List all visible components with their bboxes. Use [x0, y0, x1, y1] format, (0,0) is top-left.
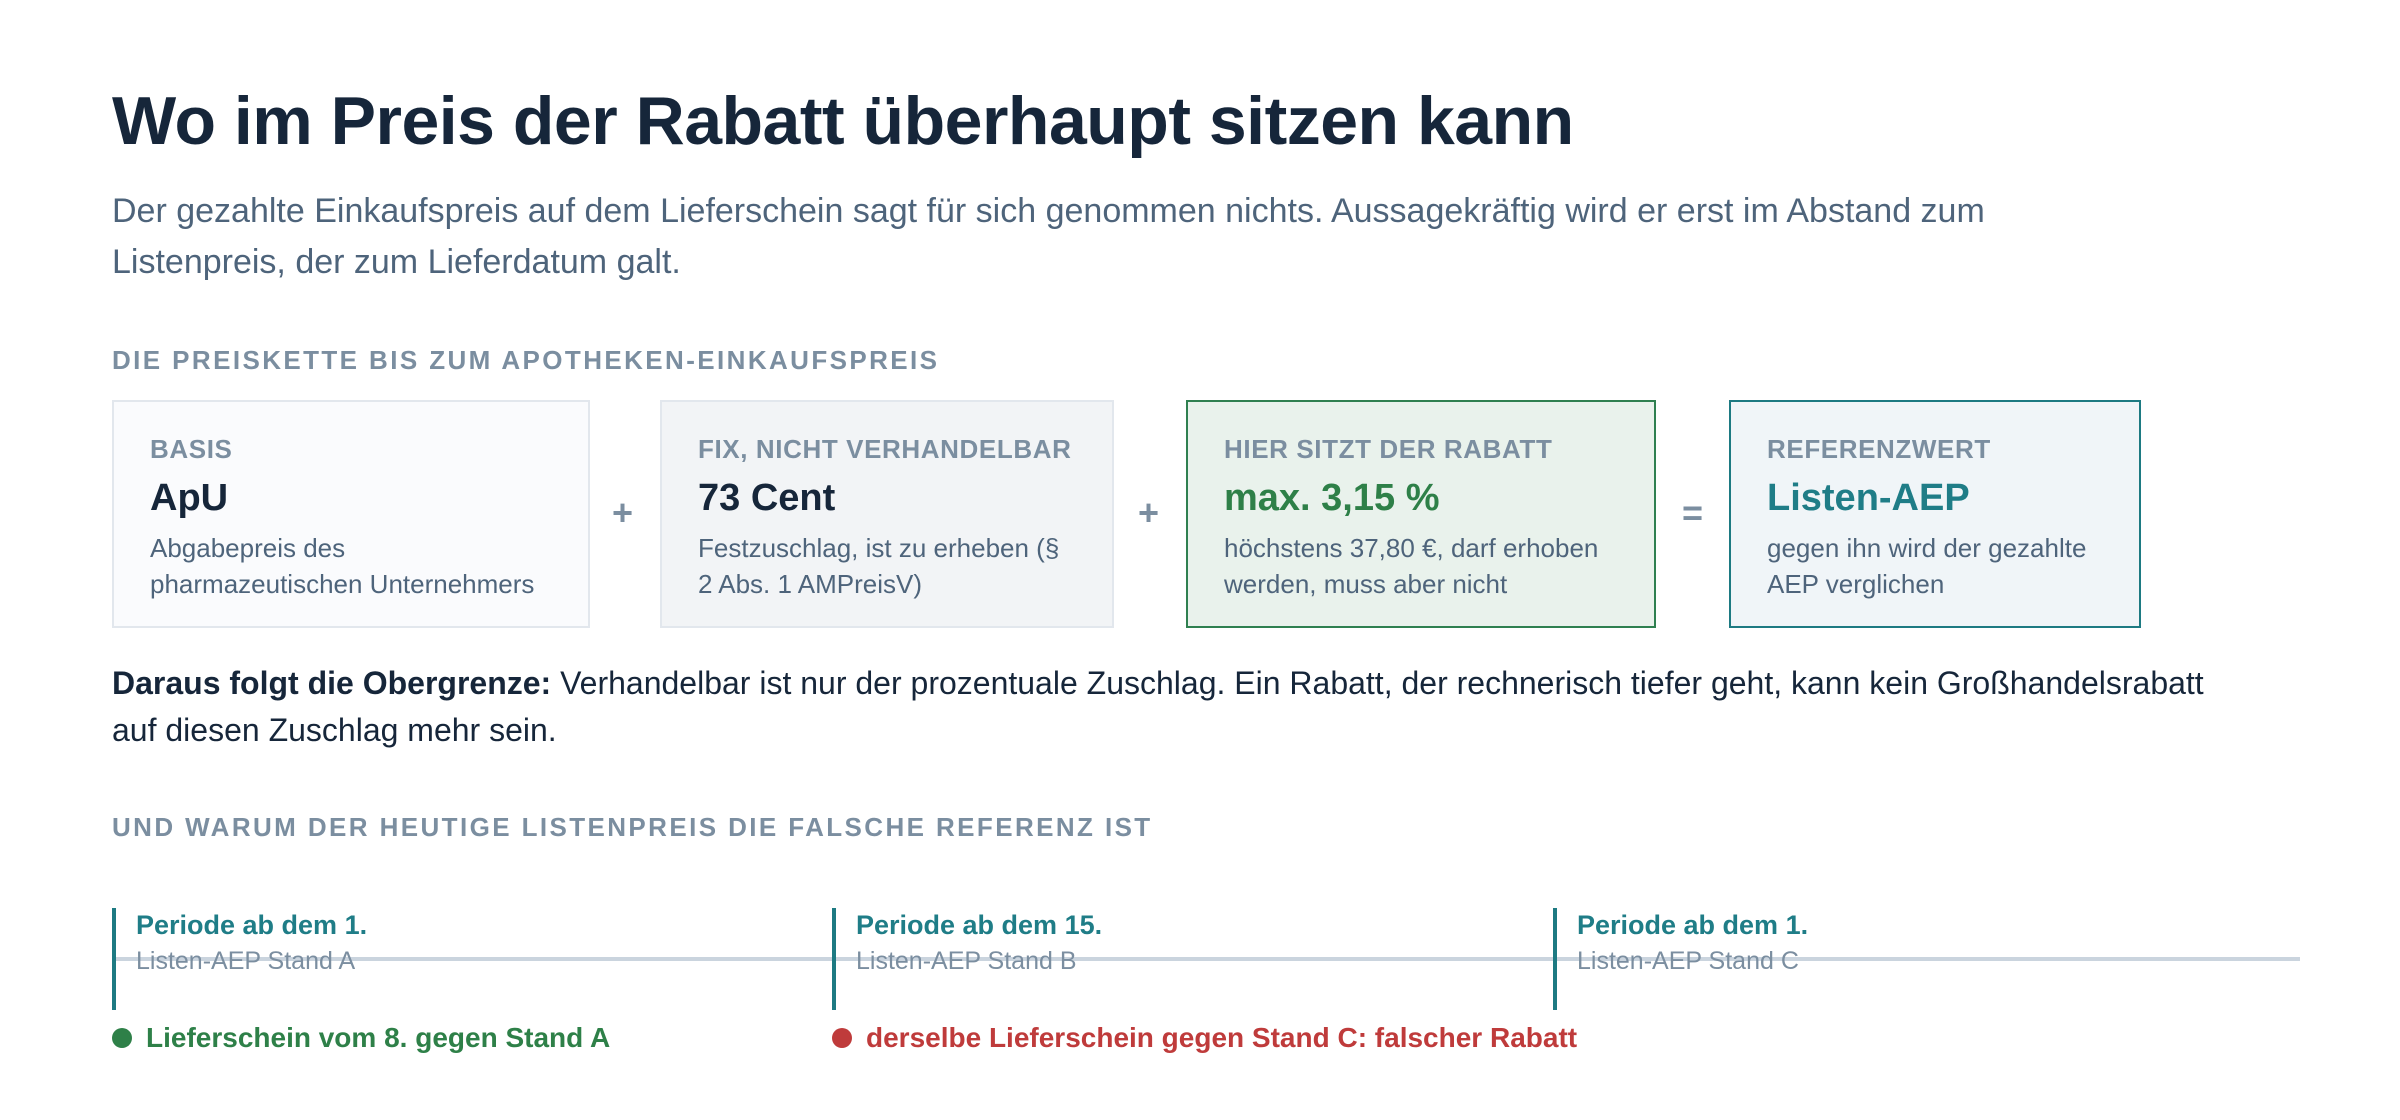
chain-box-basis: BASIS ApU Abgabepreis des pharmazeutisch… [112, 400, 590, 628]
period-title: Periode ab dem 1. [1577, 910, 1809, 940]
chain-box-value: Listen-AEP [1767, 477, 1970, 519]
period-subtitle: Listen-AEP Stand C [1577, 947, 1799, 975]
chain-box-fixed-fee: FIX, NICHT VERHANDELBAR 73 Cent Festzusc… [660, 400, 1114, 628]
page-title: Wo im Preis der Rabatt überhaupt sitzen … [112, 83, 1574, 159]
marker-text: Lieferschein vom 8. gegen Stand A [146, 1022, 611, 1053]
period-subtitle: Listen-AEP Stand A [136, 947, 356, 975]
red-dot-icon [832, 1028, 852, 1048]
chain-box-description: höchstens 37,80 €, darf erhoben werden, … [1224, 533, 1599, 599]
plus-operator: + [612, 492, 634, 533]
period-title: Periode ab dem 1. [136, 910, 368, 940]
conclusion-text: Daraus folgt die Obergrenze: Verhandelba… [112, 660, 2252, 754]
chain-box-description: Abgabepreis des pharmazeutischen Unterne… [150, 533, 535, 599]
green-dot-icon [112, 1028, 132, 1048]
timeline-period: Periode ab dem 1. Listen-AEP Stand C [1553, 908, 1808, 1010]
timeline-axis [112, 957, 2300, 961]
delivery-marker-correct: Lieferschein vom 8. gegen Stand A [112, 1022, 610, 1054]
period-subtitle: Listen-AEP Stand B [856, 947, 1077, 975]
delivery-marker-wrong: derselbe Lieferschein gegen Stand C: fal… [832, 1022, 1577, 1054]
plus-operator: + [1138, 492, 1160, 533]
chain-box-kicker: FIX, NICHT VERHANDELBAR [698, 434, 1072, 464]
chain-box-kicker: REFERENZWERT [1767, 434, 1991, 464]
timeline-label: UND WARUM DER HEUTIGE LISTENPREIS DIE FA… [112, 812, 1153, 842]
chain-box-kicker: HIER SITZT DER RABATT [1224, 434, 1553, 464]
chain-box-reference: REFERENZWERT Listen-AEP gegen ihn wird d… [1729, 400, 2141, 628]
conclusion-lead: Daraus folgt die Obergrenze: [112, 665, 552, 701]
marker-text: derselbe Lieferschein gegen Stand C: fal… [866, 1022, 1578, 1053]
conclusion-body: Verhandelbar ist nur der prozentuale Zus… [112, 665, 2204, 748]
equals-operator: = [1682, 492, 1704, 533]
price-chain-label: DIE PREISKETTE BIS ZUM APOTHEKEN-EINKAUF… [112, 345, 940, 375]
chain-box-kicker: BASIS [150, 434, 233, 464]
timeline-period: Periode ab dem 15. Listen-AEP Stand B [832, 908, 1102, 1010]
timeline-period: Periode ab dem 1. Listen-AEP Stand A [112, 908, 367, 1010]
chain-box-discount: HIER SITZT DER RABATT max. 3,15 % höchst… [1186, 400, 1656, 628]
chain-box-description: gegen ihn wird der gezahlte AEP verglich… [1767, 533, 2087, 599]
chain-box-value: 73 Cent [698, 477, 836, 519]
chain-box-value: ApU [150, 477, 229, 519]
chain-box-value: max. 3,15 % [1224, 477, 1440, 519]
chain-box-description: Festzuschlag, ist zu erheben (§ 2 Abs. 1… [698, 533, 1060, 599]
period-title: Periode ab dem 15. [856, 910, 1103, 940]
page-subtitle: Der gezahlte Einkaufspreis auf dem Liefe… [112, 192, 1985, 281]
